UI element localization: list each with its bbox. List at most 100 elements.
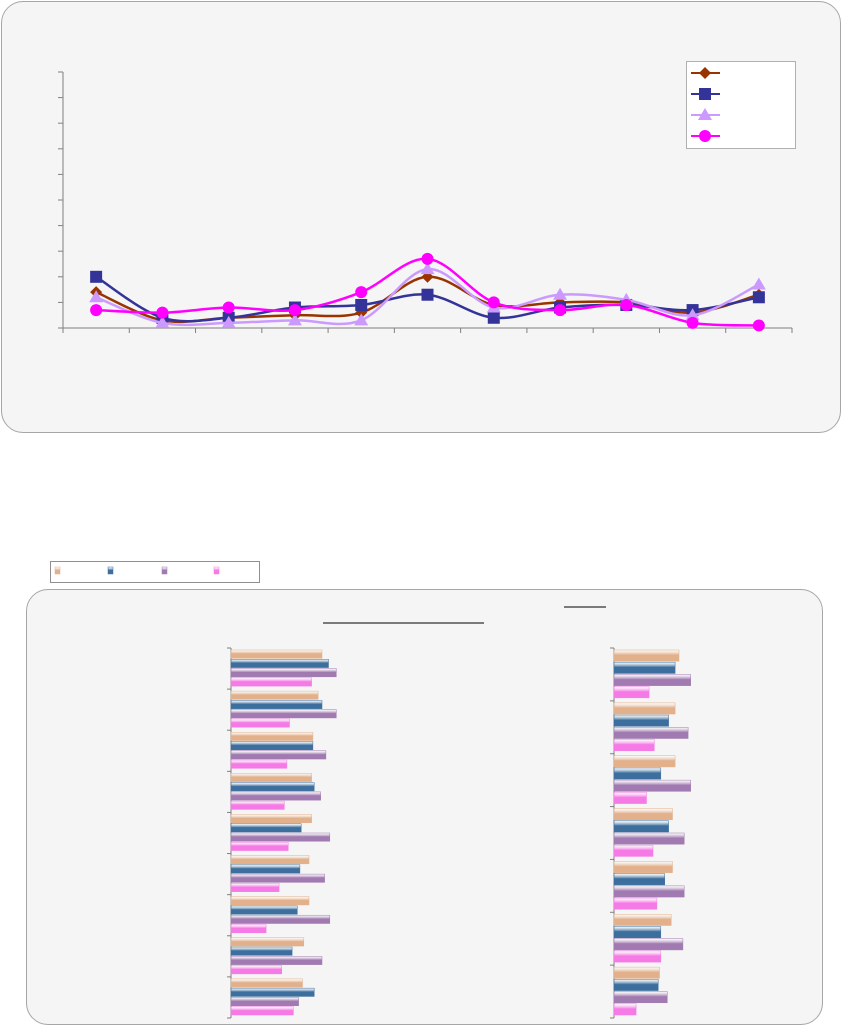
data-point bbox=[620, 298, 633, 311]
bar bbox=[613, 926, 662, 938]
bar bbox=[230, 677, 312, 687]
bar bbox=[230, 649, 323, 659]
bar bbox=[230, 1006, 294, 1016]
bar bbox=[613, 1003, 637, 1016]
bar bbox=[230, 987, 315, 997]
bar bbox=[613, 861, 673, 873]
data-point bbox=[751, 277, 766, 290]
bar bbox=[230, 750, 327, 760]
bar bbox=[613, 727, 689, 739]
legend-marker-4 bbox=[699, 130, 711, 142]
bar bbox=[613, 979, 659, 991]
bar bbox=[613, 808, 673, 821]
data-point bbox=[420, 262, 435, 275]
bar bbox=[613, 991, 668, 1004]
bar bbox=[230, 668, 337, 678]
data-point bbox=[355, 286, 368, 299]
bar bbox=[613, 755, 676, 768]
data-point bbox=[685, 308, 700, 321]
legend-marker-2 bbox=[699, 88, 711, 100]
bar bbox=[613, 714, 669, 727]
bar bbox=[230, 800, 285, 810]
bar bbox=[230, 914, 331, 924]
bar bbox=[230, 873, 325, 883]
bar bbox=[230, 946, 293, 956]
bar-chart-legend bbox=[50, 561, 260, 583]
bar bbox=[613, 844, 654, 857]
data-point bbox=[553, 287, 568, 300]
bar bbox=[230, 924, 267, 934]
bar bbox=[230, 956, 323, 965]
bar bbox=[230, 855, 310, 865]
bar bbox=[230, 659, 329, 668]
data-point bbox=[354, 313, 369, 326]
bar bbox=[613, 897, 658, 910]
data-point bbox=[89, 290, 104, 303]
data-point bbox=[90, 270, 103, 283]
bar bbox=[230, 823, 302, 833]
data-point bbox=[155, 315, 170, 328]
bar bbox=[230, 782, 315, 792]
legend-swatch-2 bbox=[107, 566, 114, 575]
bar bbox=[230, 832, 331, 842]
bar-chart-panel bbox=[26, 589, 823, 1025]
bar bbox=[613, 686, 650, 699]
data-point bbox=[487, 311, 500, 324]
bar bbox=[230, 937, 305, 947]
bar bbox=[230, 965, 282, 975]
legend-swatch-3 bbox=[161, 566, 168, 575]
line-chart bbox=[58, 67, 793, 333]
bar bbox=[230, 741, 314, 751]
data-point bbox=[752, 291, 765, 304]
bar bbox=[613, 661, 676, 674]
bar bbox=[613, 914, 672, 926]
data-point bbox=[421, 252, 434, 265]
bar bbox=[230, 718, 290, 728]
bar bbox=[230, 864, 301, 874]
data-point bbox=[156, 306, 169, 319]
bar bbox=[613, 938, 684, 951]
legend-marker-3 bbox=[698, 108, 712, 120]
bar bbox=[613, 885, 685, 898]
bar bbox=[613, 966, 660, 979]
bar bbox=[230, 690, 319, 700]
data-point bbox=[287, 313, 302, 326]
bar bbox=[230, 978, 303, 988]
data-point bbox=[221, 315, 236, 328]
header-underlines bbox=[54, 566, 606, 624]
bar bbox=[230, 791, 321, 801]
bar bbox=[230, 896, 310, 906]
bar bbox=[230, 905, 298, 915]
bar bbox=[230, 997, 299, 1006]
bar bbox=[613, 702, 676, 715]
bar-chart-left bbox=[227, 647, 337, 1019]
bar bbox=[230, 731, 314, 741]
bar bbox=[613, 820, 669, 833]
bar bbox=[613, 792, 647, 804]
data-point bbox=[355, 298, 368, 311]
data-point bbox=[222, 301, 235, 314]
legend-swatch-1 bbox=[54, 566, 61, 575]
bar bbox=[230, 700, 323, 709]
bar bbox=[613, 950, 662, 963]
bar bbox=[613, 739, 655, 751]
data-point bbox=[487, 296, 500, 309]
bar bbox=[230, 814, 312, 823]
data-point bbox=[421, 288, 434, 301]
bar bbox=[230, 709, 337, 719]
bar bbox=[613, 832, 685, 845]
data-point bbox=[686, 316, 699, 329]
bar bbox=[230, 773, 312, 782]
legend-marker-1 bbox=[699, 67, 711, 79]
bar bbox=[230, 842, 289, 851]
data-point bbox=[90, 304, 103, 317]
data-point bbox=[752, 319, 765, 332]
bar bbox=[230, 883, 280, 892]
bar bbox=[230, 759, 288, 769]
bar bbox=[613, 767, 662, 780]
bar bbox=[613, 649, 680, 662]
bar bbox=[613, 779, 691, 792]
bar-chart-right bbox=[610, 647, 691, 1019]
bar bbox=[613, 873, 665, 886]
